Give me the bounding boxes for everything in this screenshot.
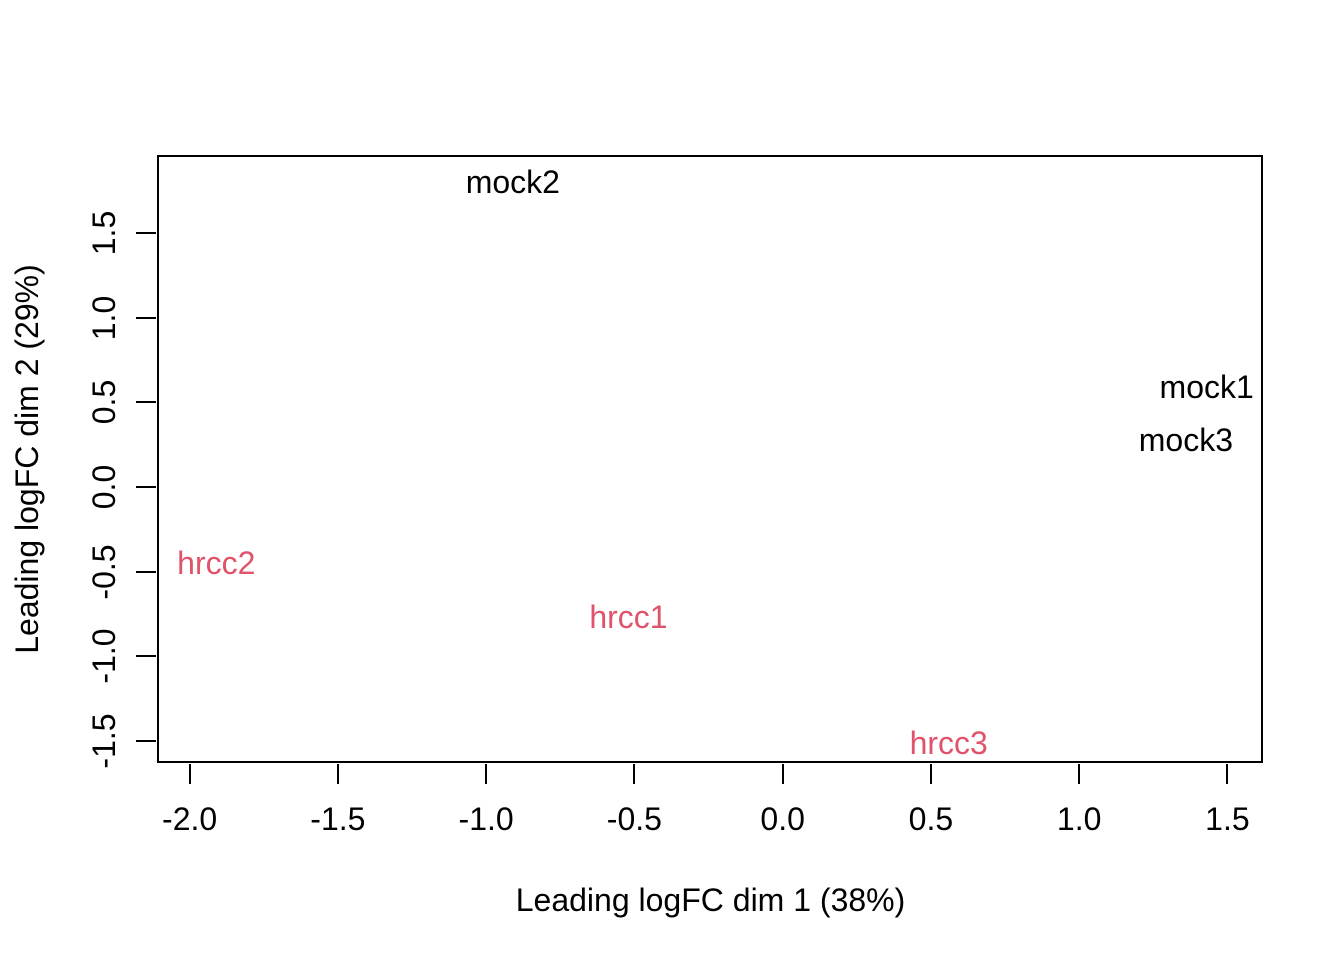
y-axis-tick-label: 0.5 (86, 380, 122, 425)
y-axis-tick (136, 401, 156, 404)
x-axis-tick (485, 764, 488, 784)
x-axis-tick-label: -0.5 (606, 801, 662, 837)
x-axis-tick (336, 764, 339, 784)
x-axis-tick-label: -1.5 (310, 801, 366, 837)
y-axis-title: Leading logFC dim 2 (29%) (9, 264, 45, 654)
y-axis-tick-label: 1.5 (86, 210, 122, 256)
y-axis-tick-label: 1.0 (86, 295, 122, 340)
y-axis-tick (136, 655, 156, 658)
y-axis-tick-label: -0.5 (86, 544, 122, 600)
sample-label-mock2: mock2 (465, 164, 560, 201)
x-axis-title: Leading logFC dim 1 (38%) (515, 882, 906, 918)
sample-label-mock3: mock3 (1138, 421, 1234, 458)
x-axis-tick (929, 764, 932, 784)
x-axis-tick-label: 1.0 (1056, 801, 1102, 837)
y-axis-tick (136, 570, 156, 573)
x-axis-tick-label: 1.5 (1205, 801, 1250, 837)
y-axis-tick (136, 316, 156, 319)
y-axis-tick-label: -1.0 (86, 628, 122, 684)
x-axis-tick-label: -2.0 (162, 801, 218, 837)
y-axis-tick-label: -1.5 (86, 713, 122, 769)
y-axis-tick (136, 739, 156, 742)
x-axis-tick (188, 764, 191, 784)
y-axis-tick (136, 231, 156, 234)
y-axis-tick (136, 485, 156, 488)
sample-label-hrcc1: hrcc1 (589, 599, 668, 636)
sample-label-hrcc3: hrcc3 (909, 724, 988, 761)
x-axis-tick-label: -1.0 (458, 801, 514, 837)
sample-label-hrcc2: hrcc2 (177, 545, 256, 582)
plot-area (157, 155, 1263, 763)
x-axis-tick-label: 0.5 (908, 801, 954, 837)
x-axis-tick (1226, 764, 1229, 784)
x-axis-tick (633, 764, 636, 784)
x-axis-tick (781, 764, 784, 784)
sample-label-mock1: mock1 (1159, 369, 1254, 406)
x-axis-tick (1078, 764, 1081, 784)
x-axis-tick-label: 0.0 (760, 801, 805, 837)
y-axis-tick-label: 0.0 (86, 464, 122, 510)
